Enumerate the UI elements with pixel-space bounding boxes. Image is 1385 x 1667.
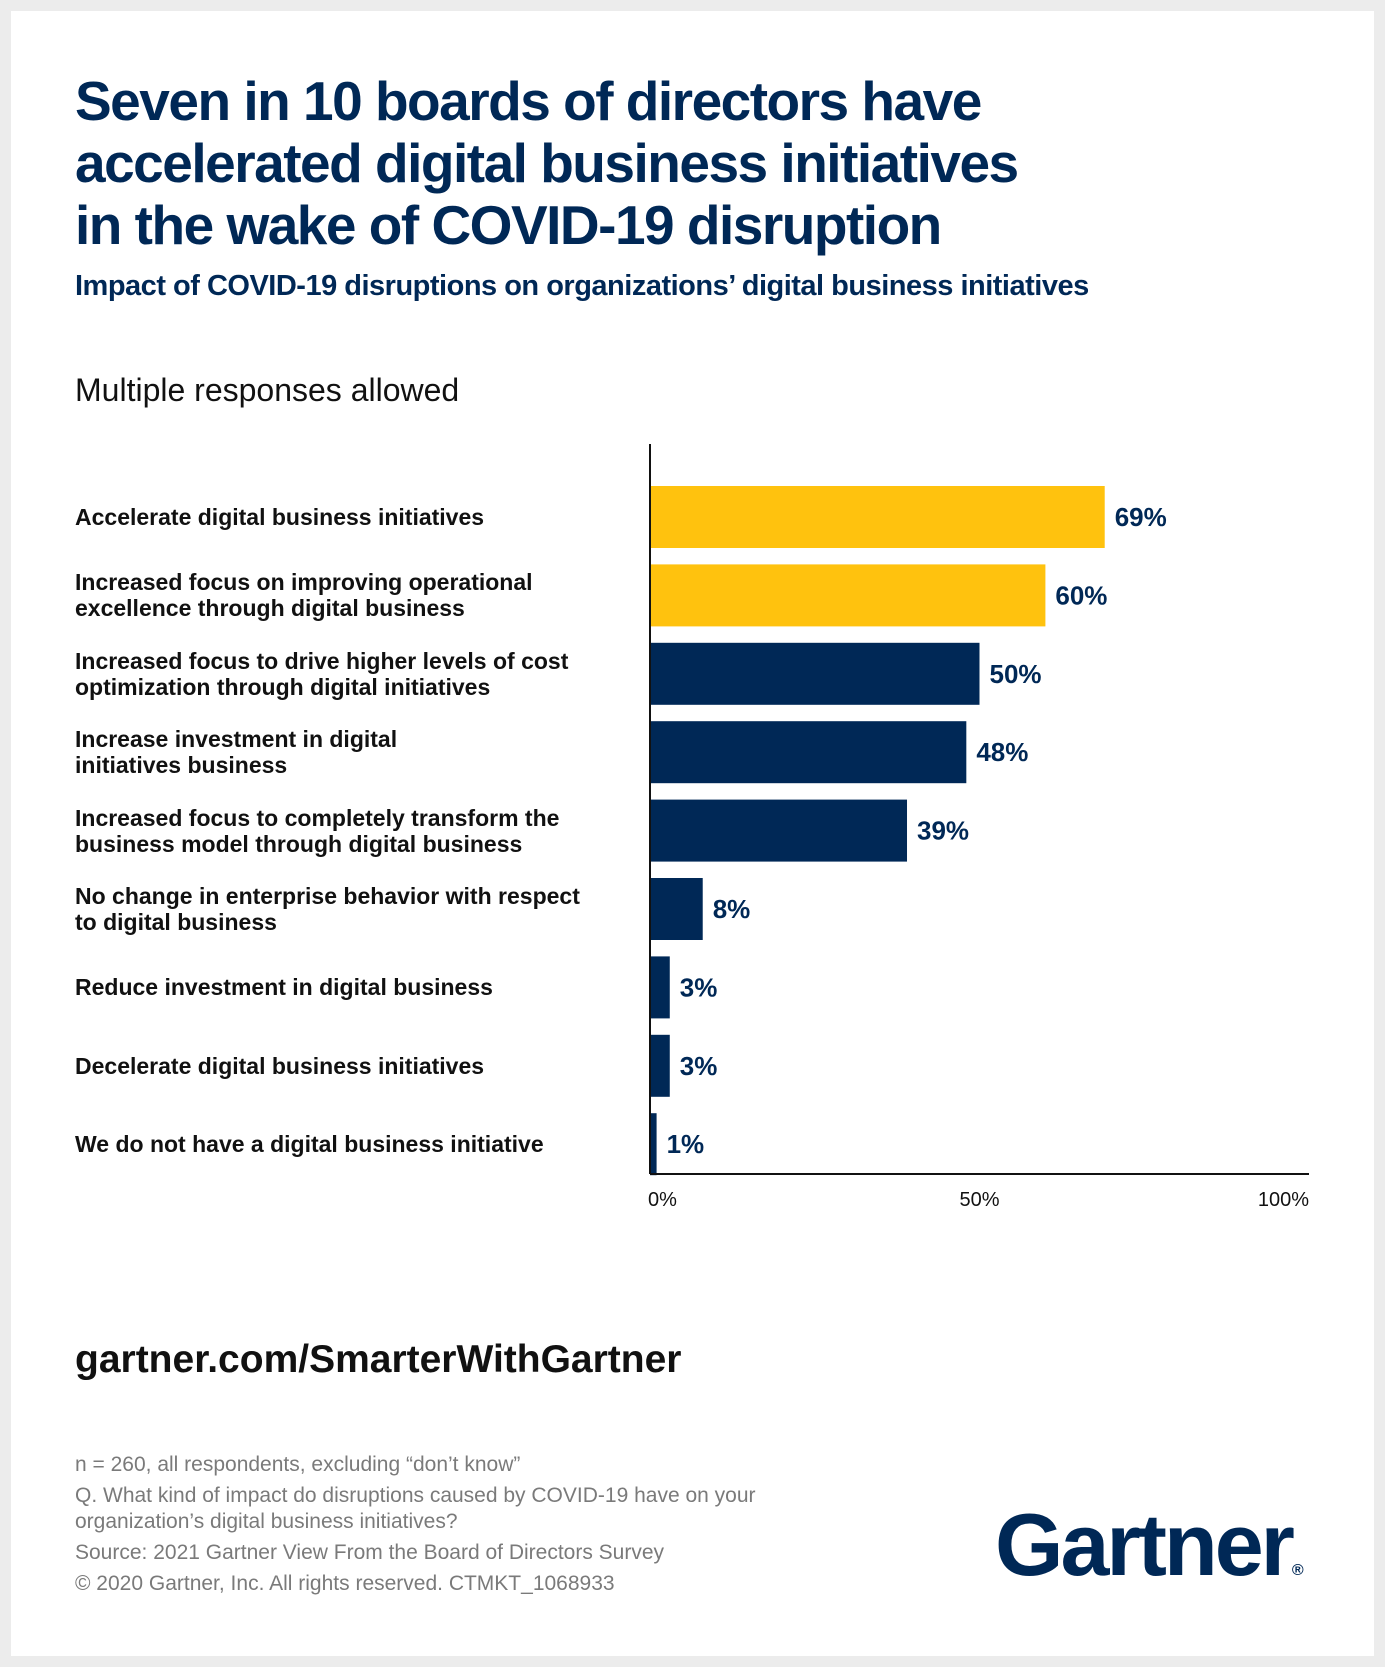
footnote: © 2020 Gartner, Inc. All rights reserved…: [75, 1572, 615, 1595]
data-label: 3%: [680, 1051, 718, 1081]
footnote: Source: 2021 Gartner View From the Board…: [75, 1541, 665, 1564]
category-line: business model through digital business: [75, 830, 523, 857]
category-line: We do not have a digital business initia…: [75, 1131, 544, 1158]
category-line: Increased focus to completely transform …: [75, 804, 560, 831]
category-line: Increased focus to drive higher levels o…: [75, 647, 569, 674]
title-line: in the wake of COVID-19 disruption: [75, 194, 942, 256]
footnote: Q. What kind of impact do disruptions ca…: [75, 1484, 756, 1507]
title-line: Seven in 10 boards of directors have: [75, 70, 982, 132]
bar: [650, 721, 967, 784]
category-text: No change in enterprise behavior with re…: [75, 883, 580, 935]
data-label: 39%: [917, 816, 969, 846]
category-line: optimization through digital initiatives: [75, 673, 491, 700]
category-text: Increase investment in digital initiative…: [75, 726, 397, 778]
bar: [650, 642, 980, 705]
category-line: Accelerate digital business initiatives: [75, 504, 485, 530]
data-label: 8%: [713, 894, 751, 924]
category-line: excellence through digital business: [75, 595, 465, 622]
bar: [650, 878, 703, 940]
category-label: Increase investment in digital initiative…: [75, 721, 635, 783]
data-label: 48%: [976, 737, 1028, 767]
gartner-logo: Gartner®: [995, 1500, 1304, 1616]
data-label: 1%: [667, 1129, 705, 1159]
data-label: 69%: [1115, 502, 1167, 532]
category-line: Reduce investment in digital business: [75, 974, 493, 1001]
category-text: Increased focus to drive higher levels o…: [75, 648, 568, 700]
category-text: Decelerate digital business initiatives: [75, 1053, 484, 1079]
category-label: Increased focus on improving operational…: [75, 564, 635, 626]
category-line: Increase investment in digital: [75, 726, 398, 753]
category-label: Accelerate digital business initiatives: [75, 486, 635, 548]
bar: [650, 486, 1105, 548]
source-url[interactable]: gartner.com/SmarterWithGartner: [75, 1338, 682, 1381]
bar: [650, 1034, 670, 1097]
bar: [650, 1113, 657, 1176]
category-text: Accelerate digital business initiatives: [75, 504, 484, 530]
registered-mark: ®: [1291, 1562, 1304, 1579]
bar: [650, 956, 670, 1019]
category-line: to digital business: [75, 909, 277, 935]
category-label: Reduce investment in digital business: [75, 956, 635, 1018]
category-line: Increased focus on improving operational: [75, 569, 533, 596]
x-tick-label: 0%: [648, 1189, 677, 1211]
data-label: 3%: [680, 972, 718, 1002]
category-line: Decelerate digital business initiatives: [75, 1052, 485, 1079]
chart-note: Multiple responses allowed: [75, 372, 460, 408]
category-text: Reduce investment in digital business: [75, 974, 493, 1000]
footnote: organization’s digital business initiati…: [75, 1510, 458, 1533]
category-label: No change in enterprise behavior with re…: [75, 878, 635, 940]
category-line: No change in enterprise behavior with re…: [75, 883, 580, 909]
bar: [650, 799, 908, 862]
category-line: initiatives business: [75, 752, 288, 779]
category-label: Decelerate digital business initiatives: [75, 1035, 635, 1097]
data-label: 60%: [1055, 580, 1107, 610]
x-tick-label: 50%: [959, 1189, 1000, 1211]
bar: [650, 564, 1046, 627]
category-text: Increased focus on improving operational…: [75, 569, 533, 621]
page-title: Seven in 10 boards of directors have acc…: [75, 70, 1325, 256]
chart-subtitle: Impact of COVID-19 disruptions on organi…: [75, 270, 1089, 302]
category-text: Increased focus to completely transform …: [75, 805, 559, 857]
category-label: Increased focus to drive higher levels o…: [75, 643, 635, 705]
data-label: 50%: [990, 659, 1042, 689]
category-label: Increased focus to completely transform …: [75, 800, 635, 862]
footnote: n = 260, all respondents, excluding “don…: [75, 1453, 521, 1476]
category-label: We do not have a digital business initia…: [75, 1113, 635, 1175]
category-text: We do not have a digital business initia…: [75, 1131, 544, 1157]
title-line: accelerated digital business initiatives: [75, 132, 1019, 194]
logo-text: Gartner: [995, 1495, 1295, 1594]
x-tick-label: 100%: [1257, 1189, 1309, 1211]
